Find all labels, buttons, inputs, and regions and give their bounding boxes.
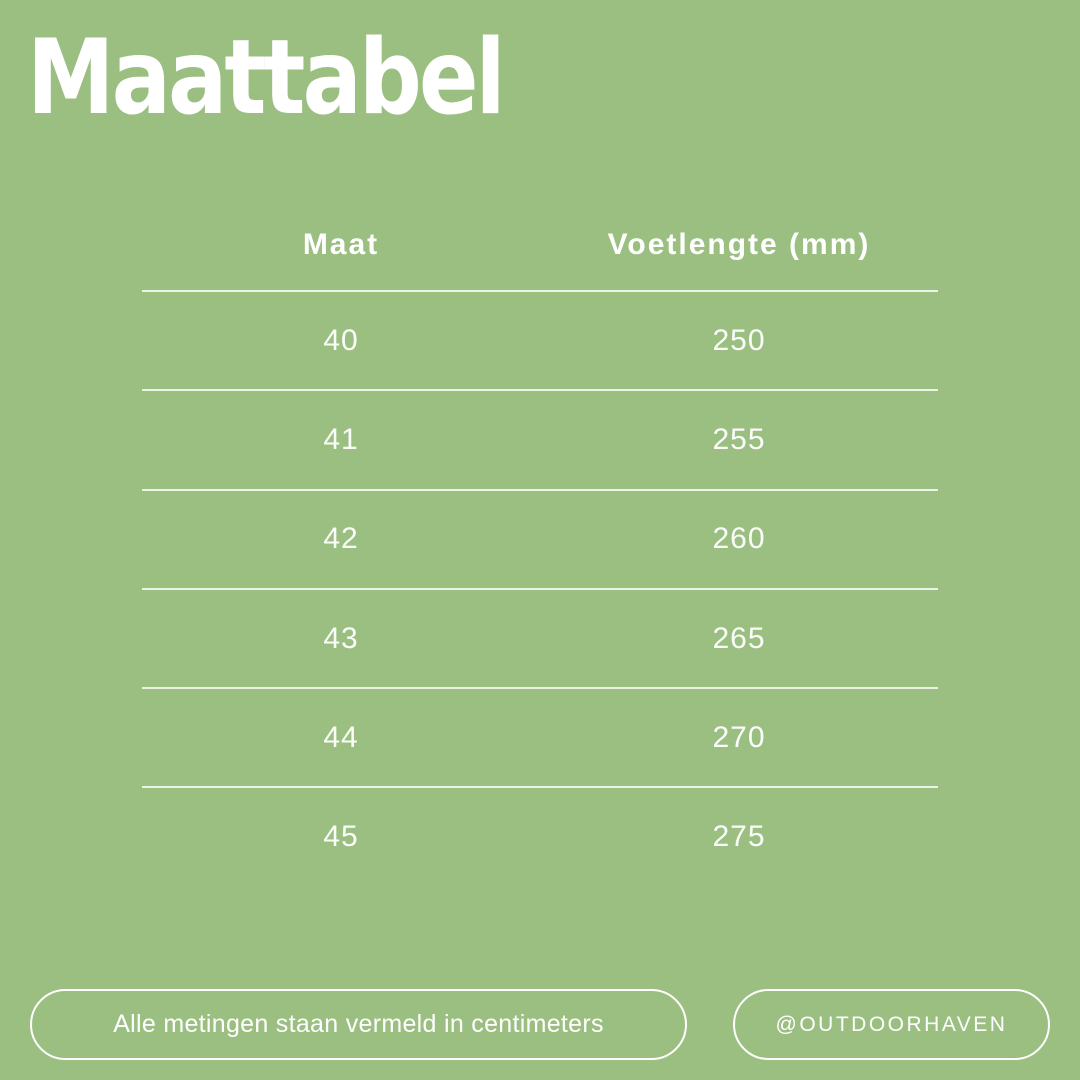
size-value: 45 [323,820,359,854]
size-value: 41 [323,422,359,456]
table-row: 43 265 [142,587,938,687]
measurement-note-text: Alle metingen staan vermeld in centimete… [113,1010,604,1038]
measurement-note-pill: Alle metingen staan vermeld in centimete… [30,989,687,1060]
table-row: 42 260 [142,488,938,588]
size-table: Maat Voetlengte (mm) 40 250 41 255 42 26… [142,200,938,886]
column-header-voetlengte: Voetlengte (mm) [607,228,871,261]
foot-length-value: 260 [712,522,766,556]
footer: Alle metingen staan vermeld in centimete… [0,989,1080,1060]
page-title: Maattabel [27,16,506,138]
foot-length-value: 250 [712,323,766,357]
table-row: 40 250 [142,290,938,389]
foot-length-value: 275 [712,820,766,854]
foot-length-value: 255 [712,422,766,456]
size-value: 43 [323,621,359,655]
table-header-row: Maat Voetlengte (mm) [142,200,938,290]
table-row: 44 270 [142,687,938,786]
table-row: 45 275 [142,786,938,885]
foot-length-value: 270 [712,720,766,754]
size-value: 44 [323,720,359,754]
size-value: 42 [323,522,359,556]
table-row: 41 255 [142,389,938,488]
social-handle-pill: @OUTDOORHAVEN [733,989,1050,1060]
foot-length-value: 265 [712,621,766,655]
size-value: 40 [323,323,359,357]
social-handle-text: @OUTDOORHAVEN [775,1012,1008,1036]
column-header-maat: Maat [302,228,380,261]
